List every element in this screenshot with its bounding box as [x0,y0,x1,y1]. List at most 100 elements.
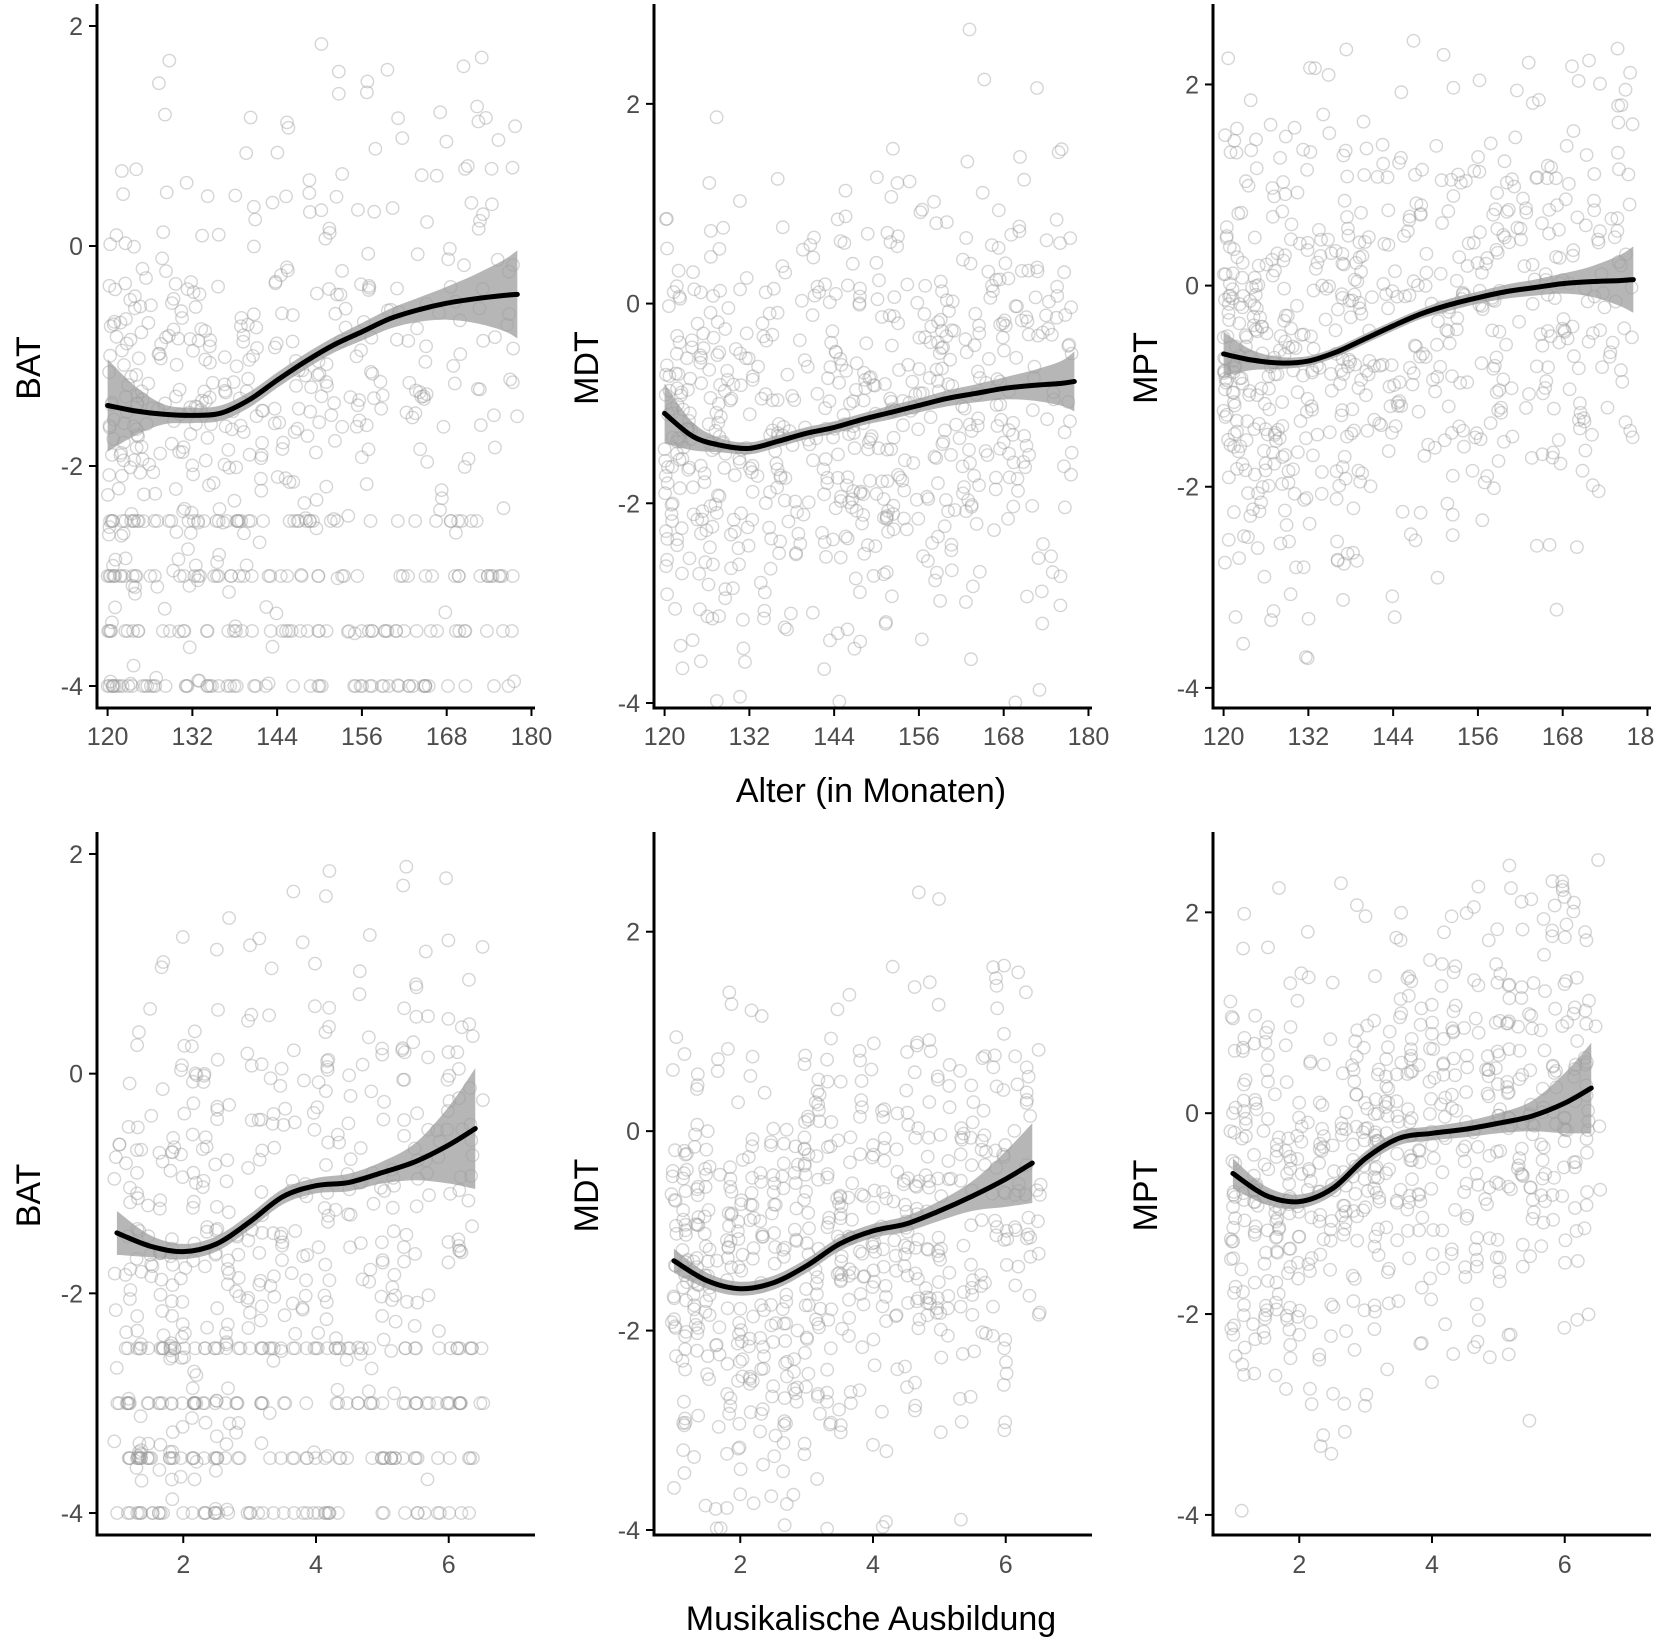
data-point [765,393,780,408]
data-point [154,1272,169,1287]
data-point [1389,1067,1404,1082]
data-point [1007,1220,1022,1235]
data-point [1340,169,1355,184]
data-point [418,679,433,693]
data-point [838,209,853,224]
data-point [1446,965,1461,980]
data-point [1502,991,1517,1006]
data-point [721,301,736,315]
data-point [755,1402,770,1417]
data-point [130,1038,145,1053]
data-point [1300,651,1315,666]
data-point [843,396,857,411]
data-point [756,1303,771,1318]
data-point [233,319,248,333]
data-point [332,1135,346,1150]
data-point [929,216,944,231]
data-point [798,1346,812,1360]
data-point [830,1267,845,1281]
x-tick-label: 144 [813,723,855,751]
data-point [698,1161,712,1176]
data-point [679,1325,694,1339]
data-point [389,624,403,638]
data-point [420,454,435,469]
data-point [837,236,852,250]
data-point [1254,381,1269,396]
data-point [746,1309,760,1324]
y-tick-label: -2 [618,490,640,518]
data-point [119,1325,134,1340]
data-point [855,1100,869,1115]
data-point [855,516,869,531]
data-point [284,1266,299,1281]
data-point [1378,1100,1393,1114]
data-point [262,1406,277,1421]
data-point [1370,1106,1385,1121]
data-point [1500,1016,1514,1031]
data-point [244,1113,259,1128]
data-point [1579,1016,1594,1031]
data-point [122,1451,137,1466]
data-point [1014,313,1029,328]
data-point [465,1219,479,1234]
point-cloud [100,37,524,693]
data-point [987,523,1001,537]
data-point [1501,1016,1515,1031]
data-point [1525,257,1540,272]
data-point [976,1103,991,1118]
data-point [1350,274,1365,289]
data-point [1035,325,1050,340]
data-point [1532,93,1546,107]
data-point [1566,124,1581,138]
x-tick-label: 6 [1558,1551,1572,1579]
data-point [791,1157,805,1172]
data-point [1223,145,1238,160]
data-point [1237,906,1252,921]
data-point [375,1506,390,1520]
data-point [1258,463,1273,478]
data-point [733,1301,748,1316]
data-point [716,220,731,235]
data-point [1367,1298,1382,1313]
data-point [177,624,192,638]
data-point [351,1340,365,1355]
data-point [703,390,718,405]
data-point [670,532,685,547]
data-point [745,1139,759,1154]
data-point [820,476,835,490]
data-point [687,1450,701,1464]
data-point [419,1396,434,1411]
data-point [1482,1180,1497,1195]
data-point [1227,242,1241,257]
data-point [1227,1125,1242,1140]
data-point [175,1170,190,1185]
data-point [478,111,493,125]
data-point [1255,319,1270,334]
data-point [458,161,472,176]
data-point [745,1170,760,1185]
data-point [1445,528,1460,542]
data-point [112,679,127,693]
data-point [377,1184,392,1198]
data-point [105,615,119,630]
data-point [1296,368,1311,383]
point-cloud [107,859,491,1520]
data-point [342,1341,357,1356]
data-point [362,280,377,295]
data-point [682,460,697,475]
data-point [375,388,390,403]
data-point [163,1339,178,1353]
data-point [1382,1162,1397,1177]
data-point [1224,1010,1239,1024]
data-point [130,1506,145,1520]
data-point [723,1234,738,1249]
data-point [1571,361,1586,376]
data-point [471,221,486,236]
data-point [410,1106,424,1121]
data-point [1382,1261,1396,1276]
data-point [123,1506,138,1520]
data-point [971,411,986,426]
data-point [1010,299,1024,314]
data-point [927,449,942,464]
data-point [845,256,860,271]
